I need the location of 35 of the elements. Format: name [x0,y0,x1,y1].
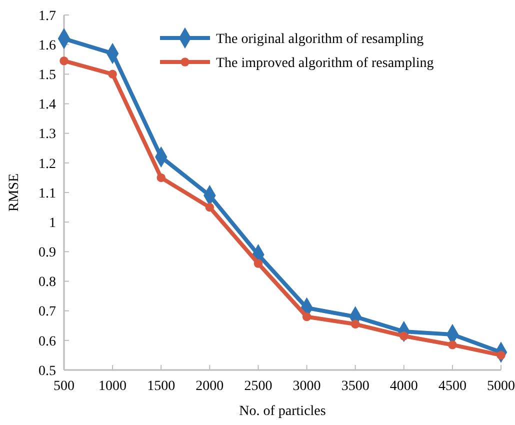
legend-label: The original algorithm of resampling [216,32,424,47]
y-tick-label: 1 [49,216,56,231]
y-tick-label: 1.7 [38,8,56,24]
y-tick-label: 1.2 [38,156,56,172]
point [254,259,263,268]
x-tick-label: 3000 [292,379,321,394]
y-axis-title: RMSE [7,173,22,212]
legend-label: The improved algorithm of resampling [216,56,434,71]
x-tick-label: 2500 [244,379,272,394]
point [108,70,117,79]
x-tick-label: 2000 [196,379,224,394]
y-tick-label: 1.1 [38,186,56,202]
x-tick-label: 500 [54,379,74,394]
x-tick-label: 3500 [341,379,370,394]
y-tick-label: 0.7 [38,304,56,320]
point [205,202,214,212]
x-tick-label: 1000 [98,379,127,394]
x-axis-title: No. of particles [239,404,326,419]
y-tick-label: 1.3 [38,127,56,142]
y-tick-label: 1.5 [38,68,56,84]
point [350,320,360,329]
point [156,173,166,182]
y-tick-label: 1.4 [38,98,56,113]
y-tick-label: 0.8 [38,275,56,290]
x-tick-label: 4000 [390,379,418,394]
x-tick-label: 1500 [147,379,176,394]
y-tick-label: 0.6 [38,334,56,350]
point [60,56,68,66]
y-tick-label: 0.5 [38,364,56,379]
x-tick-label: 5000 [487,379,515,394]
y-tick-label: 0.9 [38,246,56,261]
point [448,340,457,350]
y-tick-label: 1.6 [38,38,56,54]
point [302,312,312,322]
x-tick-label: 4500 [438,379,466,394]
